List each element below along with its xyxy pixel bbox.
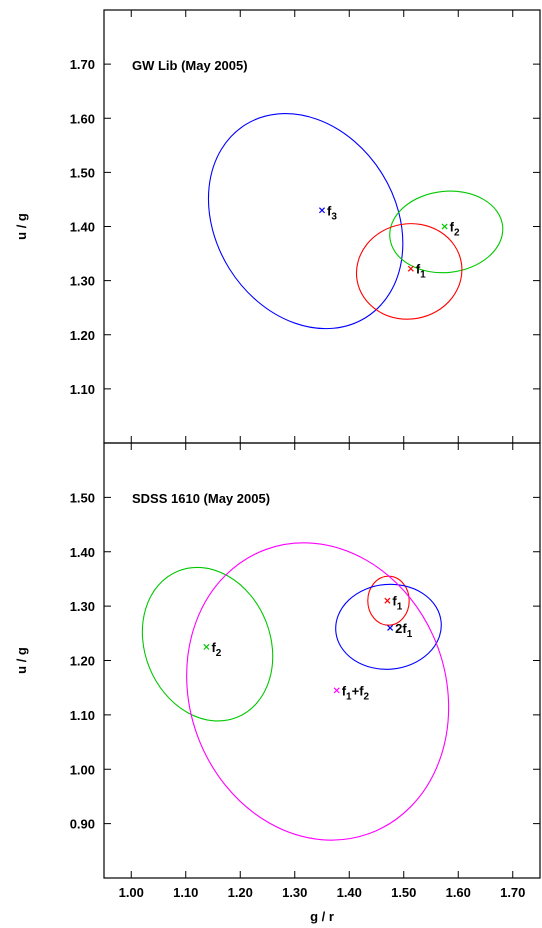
y-tick-label: 1.30: [70, 599, 95, 614]
data-point-marker: [333, 687, 340, 694]
error-ellipse: [389, 190, 504, 274]
y-tick-label: 1.10: [70, 708, 95, 723]
error-ellipse: [355, 223, 463, 320]
panel-title: SDSS 1610 (May 2005): [132, 491, 270, 506]
y-tick-label: 1.40: [70, 545, 95, 560]
error-ellipse: [335, 583, 442, 670]
x-tick-label: 1.20: [228, 885, 253, 900]
y-tick-label: 1.50: [70, 490, 95, 505]
error-ellipse: [186, 542, 450, 841]
data-point-marker: [387, 624, 394, 631]
data-point-label: 2f1: [395, 621, 413, 640]
y-tick-label: 1.00: [70, 762, 95, 777]
data-point-label: f1: [416, 262, 426, 281]
error-ellipse: [207, 113, 404, 330]
y-tick-label: 1.10: [70, 382, 95, 397]
y-tick-label: 1.20: [70, 328, 95, 343]
y-tick-label: 0.90: [70, 817, 95, 832]
x-tick-label: 1.10: [173, 885, 198, 900]
x-axis: 1.00 1.10 1.20 1.30 1.40 1.50 1.60 1.70: [119, 885, 526, 900]
y-axis-title: u / g: [14, 647, 29, 674]
y-axis-title: u / g: [14, 213, 29, 240]
data-point-marker: [203, 643, 210, 650]
x-tick-label: 1.60: [446, 885, 471, 900]
y-tick-label: 1.50: [70, 165, 95, 180]
x-tick-label: 1.40: [337, 885, 362, 900]
data-point-label: f1: [392, 594, 402, 613]
y-tick-label: 1.40: [70, 220, 95, 235]
x-tick-label: 1.50: [391, 885, 416, 900]
data-point-label: f2: [450, 220, 460, 239]
x-tick-label: 1.70: [500, 885, 525, 900]
x-tick-label: 1.00: [119, 885, 144, 900]
data-point-marker: [407, 265, 414, 272]
y-tick-label: 1.60: [70, 111, 95, 126]
data-point-label: f2: [211, 640, 221, 659]
data-point-marker: [384, 597, 391, 604]
y-tick-label: 1.30: [70, 274, 95, 289]
panel-title: GW Lib (May 2005): [132, 58, 248, 73]
data-point-label: f3: [327, 203, 337, 222]
x-tick-label: 1.30: [282, 885, 307, 900]
data-point-marker: [441, 223, 448, 230]
data-point-label: f1+f2: [342, 683, 370, 702]
y-tick-label: 1.70: [70, 57, 95, 72]
x-axis-title: g / r: [310, 909, 334, 924]
y-tick-label: 1.20: [70, 654, 95, 669]
error-ellipse: [141, 566, 274, 722]
data-point-marker: [318, 207, 326, 214]
panel-sdss-1610: 0.90 1.00 1.10 1.20 1.30 1.40 1.50 SDSS 1610 (M…: [14, 442, 541, 879]
